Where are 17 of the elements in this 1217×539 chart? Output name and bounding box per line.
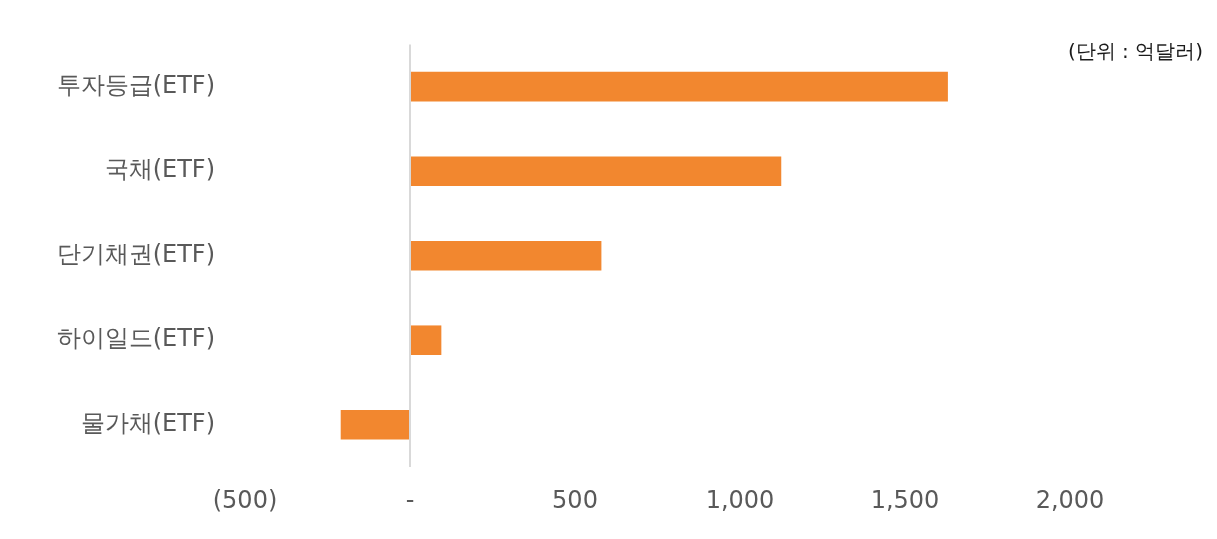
x-tick-label: 1,500: [870, 485, 940, 514]
y-tick-label: 단기채권(ETF): [56, 239, 215, 268]
x-tick-label: 1,000: [705, 485, 775, 514]
bar: [410, 325, 442, 356]
bar: [410, 240, 602, 271]
x-tick-label: -: [405, 485, 415, 514]
bar: [410, 156, 782, 186]
y-tick-label: 국채(ETF): [104, 155, 215, 184]
x-tick-label: 2,000: [1035, 485, 1105, 514]
y-tick-label: 투자등급(ETF): [56, 70, 215, 99]
y-tick-label: 물가채(ETF): [80, 408, 215, 437]
annotation: (단위 : 억달러): [1067, 38, 1203, 65]
x-tick-label: 500: [552, 485, 598, 514]
y-tick-label: 하이일드(ETF): [56, 324, 215, 353]
bar: [340, 409, 410, 440]
x-tick-label: (500): [212, 485, 278, 514]
bar: [410, 71, 948, 102]
